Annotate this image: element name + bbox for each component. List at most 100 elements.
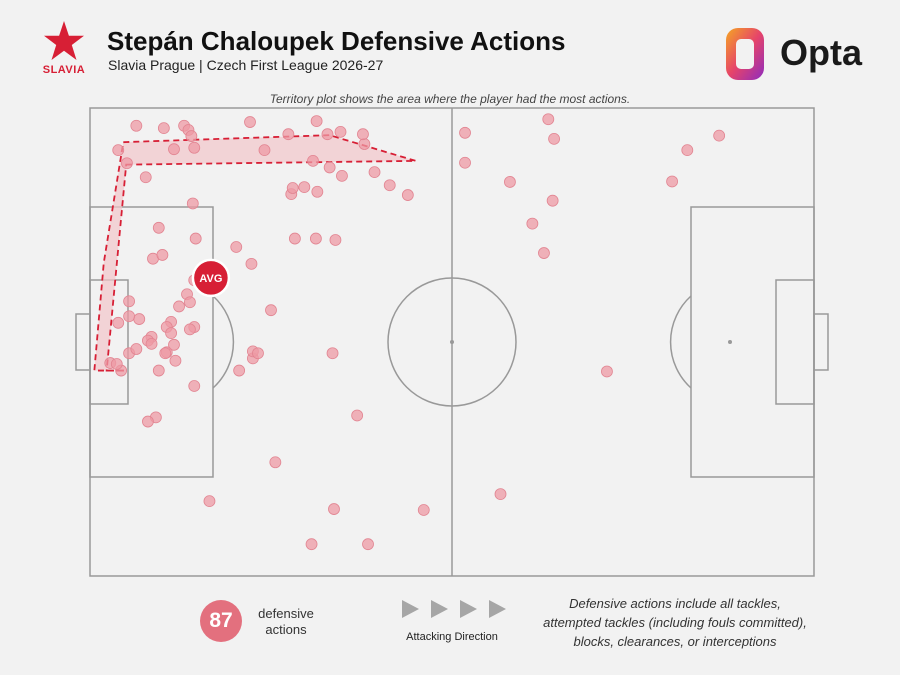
action-point bbox=[189, 232, 202, 245]
action-point bbox=[185, 130, 198, 142]
action-point bbox=[173, 300, 185, 313]
action-point bbox=[145, 337, 158, 350]
action-point bbox=[130, 119, 143, 132]
action-point bbox=[401, 189, 414, 201]
club-name: SLAVIA bbox=[42, 64, 86, 76]
action-count-label: defensive actions bbox=[254, 606, 318, 638]
average-position-label: AVG bbox=[199, 273, 222, 285]
action-point bbox=[328, 503, 340, 515]
action-point bbox=[230, 241, 243, 253]
action-point bbox=[133, 313, 146, 325]
action-point bbox=[165, 327, 177, 340]
right-penalty-box bbox=[690, 206, 815, 478]
action-point bbox=[326, 347, 339, 360]
action-point bbox=[358, 138, 371, 150]
centre-circle bbox=[387, 277, 517, 407]
action-point bbox=[305, 538, 318, 551]
action-point bbox=[152, 221, 165, 234]
arrow-right-icon bbox=[460, 600, 477, 618]
action-point bbox=[123, 295, 135, 308]
action-point bbox=[681, 144, 694, 157]
action-point bbox=[526, 217, 539, 230]
action-point bbox=[357, 128, 369, 141]
action-point bbox=[112, 316, 125, 329]
action-point bbox=[298, 181, 311, 193]
action-point bbox=[184, 323, 196, 336]
territory-area bbox=[93, 134, 417, 372]
action-point bbox=[288, 232, 301, 245]
count-label-line-1: defensive bbox=[258, 606, 314, 621]
action-point bbox=[459, 156, 471, 169]
action-point bbox=[110, 358, 123, 370]
action-point bbox=[323, 161, 336, 174]
action-point bbox=[666, 175, 678, 188]
definition-note: Defensive actions include all tackles, a… bbox=[530, 594, 820, 651]
action-count-badge: 87 bbox=[200, 600, 242, 642]
action-point bbox=[309, 232, 322, 245]
action-point bbox=[203, 495, 216, 508]
page-subtitle: Slavia Prague | Czech First League 2026-… bbox=[108, 57, 384, 73]
arrow-right-icon bbox=[431, 600, 448, 618]
action-point bbox=[168, 338, 180, 351]
action-point bbox=[152, 364, 165, 377]
action-point bbox=[159, 347, 172, 360]
action-point bbox=[188, 141, 201, 154]
action-point bbox=[123, 310, 135, 323]
action-point bbox=[334, 125, 347, 138]
count-label-line-2: actions bbox=[265, 622, 307, 637]
action-point bbox=[307, 154, 319, 167]
attacking-direction-arrows bbox=[402, 600, 518, 623]
action-point bbox=[504, 176, 516, 188]
action-point bbox=[233, 364, 246, 377]
action-point bbox=[265, 304, 277, 317]
action-point bbox=[286, 182, 299, 194]
action-point bbox=[244, 116, 256, 128]
page-title: Stepán Chaloupek Defensive Actions bbox=[107, 26, 566, 56]
action-point bbox=[245, 257, 258, 270]
action-point bbox=[601, 365, 613, 378]
arrow-right-icon bbox=[489, 600, 506, 618]
attacking-direction-label: Attacking Direction bbox=[406, 631, 498, 643]
action-point bbox=[494, 488, 507, 501]
action-point bbox=[130, 343, 143, 355]
action-point bbox=[310, 115, 323, 128]
opta-wordmark: Opta bbox=[780, 32, 863, 73]
definition-line-3: blocks, clearances, or interceptions bbox=[573, 634, 777, 649]
opta-icon bbox=[726, 28, 764, 80]
action-point bbox=[252, 347, 264, 360]
action-point bbox=[311, 185, 324, 198]
left-penalty-arc bbox=[212, 295, 235, 389]
action-point bbox=[538, 247, 550, 259]
arrow-right-icon bbox=[402, 600, 419, 618]
right-penalty-arc bbox=[669, 295, 692, 389]
action-point bbox=[351, 409, 364, 422]
action-point bbox=[542, 113, 555, 126]
action-point bbox=[282, 128, 295, 141]
action-point bbox=[168, 143, 180, 156]
action-point bbox=[417, 504, 430, 516]
action-point bbox=[546, 194, 559, 207]
action-point bbox=[713, 129, 726, 142]
right-goal bbox=[813, 313, 829, 371]
centre-spot bbox=[450, 340, 454, 344]
action-point bbox=[459, 126, 471, 139]
star-icon bbox=[44, 21, 84, 60]
action-point bbox=[169, 354, 182, 367]
action-point bbox=[329, 234, 342, 246]
action-point bbox=[321, 128, 334, 141]
action-point bbox=[269, 456, 282, 469]
opta-logo: Opta bbox=[722, 26, 872, 84]
left-goal bbox=[75, 313, 91, 371]
action-point bbox=[112, 144, 125, 157]
action-point bbox=[156, 249, 169, 261]
definition-line-2: attempted tackles (including fouls commi… bbox=[543, 615, 807, 630]
action-point bbox=[548, 132, 560, 145]
right-six-yard-box bbox=[775, 279, 815, 405]
definition-line-1: Defensive actions include all tackles, bbox=[569, 596, 781, 611]
action-point bbox=[258, 144, 271, 157]
action-point bbox=[139, 171, 152, 184]
action-point bbox=[188, 380, 201, 392]
territory-note: Territory plot shows the area where the … bbox=[269, 92, 631, 106]
action-point bbox=[121, 157, 133, 170]
